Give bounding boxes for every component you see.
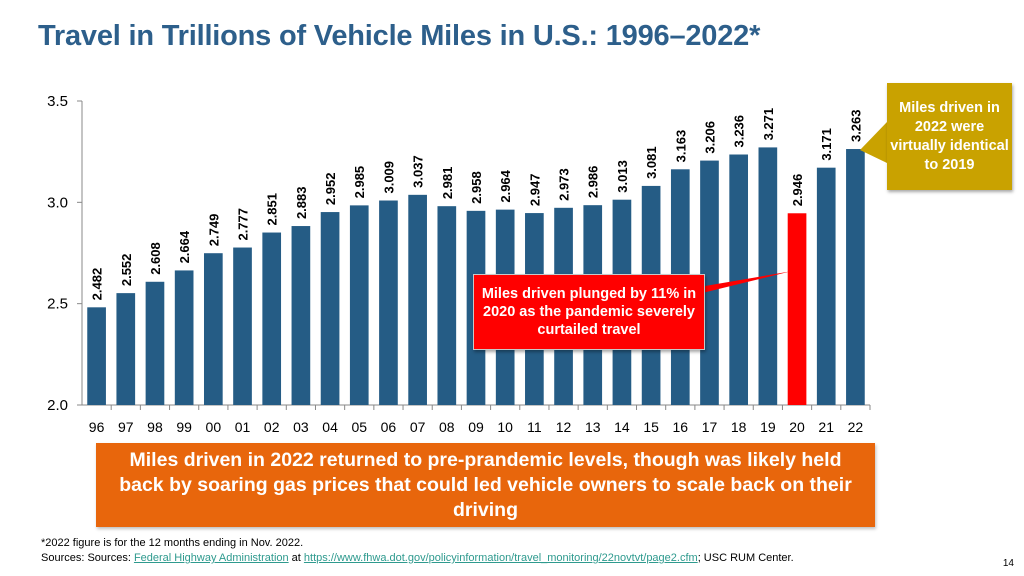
x-tick-label: 08: [439, 419, 455, 435]
data-label: 3.009: [381, 161, 396, 194]
x-tick-label: 99: [176, 419, 192, 435]
bar: [379, 200, 398, 405]
sources-at: at: [288, 552, 304, 564]
x-tick-label: 22: [848, 419, 864, 435]
y-tick-label: 3.5: [47, 93, 68, 110]
bar: [437, 206, 457, 405]
data-label: 2.952: [323, 173, 338, 206]
footnote-note: *2022 figure is for the 12 months ending…: [41, 537, 304, 549]
x-tick-label: 03: [293, 419, 309, 435]
x-tick-label: 07: [410, 419, 426, 435]
x-tick-label: 17: [702, 419, 718, 435]
x-tick-label: 05: [351, 419, 367, 435]
bar: [320, 212, 340, 405]
data-label: 3.263: [848, 109, 863, 142]
data-label: 2.482: [90, 268, 105, 301]
sources-suffix: ; USC RUM Center.: [697, 552, 794, 564]
data-label: 3.206: [702, 121, 717, 154]
summary-banner: Miles driven in 2022 returned to pre-pra…: [96, 443, 875, 527]
bar: [408, 194, 427, 405]
x-tick-label: 06: [381, 419, 397, 435]
x-tick-label: 00: [206, 419, 222, 435]
x-tick-label: 13: [585, 419, 601, 435]
x-tick-label: 18: [731, 419, 747, 435]
data-label: 3.271: [761, 108, 776, 141]
x-tick-label: 19: [760, 419, 776, 435]
bar: [262, 232, 282, 405]
data-label: 2.986: [586, 166, 601, 199]
sources-prefix: Sources: Sources:: [41, 552, 134, 564]
data-label: 3.171: [819, 128, 834, 161]
x-tick-label: 96: [89, 419, 105, 435]
x-tick-label: 01: [235, 419, 251, 435]
footnote: *2022 figure is for the 12 months ending…: [41, 536, 794, 566]
data-label: 3.236: [732, 115, 747, 148]
x-tick-label: 02: [264, 419, 280, 435]
x-tick-label: 20: [789, 419, 805, 435]
bar: [846, 149, 865, 405]
x-tick-label: 15: [643, 419, 659, 435]
data-label: 3.163: [673, 130, 688, 163]
data-label: 2.973: [557, 168, 572, 201]
bar: [233, 247, 252, 405]
data-label: 3.037: [411, 155, 426, 188]
recovery-callout: Miles driven in 2022 were virtually iden…: [887, 83, 1012, 190]
data-label: 2.608: [148, 242, 163, 275]
bar: [291, 226, 311, 405]
bar: [816, 167, 836, 405]
x-tick-label: 98: [147, 419, 163, 435]
bar: [116, 293, 136, 405]
x-tick-label: 21: [818, 419, 834, 435]
x-tick-label: 12: [556, 419, 572, 435]
bar: [787, 213, 807, 405]
bar: [87, 307, 106, 405]
bar: [729, 154, 749, 405]
y-tick-label: 3.0: [47, 194, 68, 211]
data-label: 2.851: [265, 193, 280, 226]
data-label: 2.552: [119, 254, 134, 287]
page-number: 14: [1002, 558, 1014, 569]
data-label: 2.964: [498, 169, 513, 202]
data-label: 3.081: [644, 146, 659, 179]
y-tick-label: 2.5: [47, 296, 68, 313]
x-tick-label: 16: [673, 419, 689, 435]
x-tick-label: 04: [322, 419, 338, 435]
pandemic-callout: Miles driven plunged by 11% in 2020 as t…: [473, 274, 705, 350]
data-label: 2.664: [177, 230, 192, 263]
fhwa-link[interactable]: Federal Highway Administration: [133, 552, 289, 564]
data-label: 2.749: [206, 214, 221, 247]
recovery-callout-pointer: [860, 122, 887, 163]
data-label: 2.946: [790, 174, 805, 207]
fhwa-url-link[interactable]: https://www.fhwa.dot.gov/policyinformati…: [303, 552, 698, 564]
pandemic-callout-pointer: [690, 271, 792, 296]
data-label: 2.883: [294, 186, 309, 219]
chart-title: Travel in Trillions of Vehicle Miles in …: [38, 20, 761, 52]
data-label: 2.981: [440, 167, 455, 200]
x-tick-label: 10: [497, 419, 513, 435]
x-tick-label: 11: [527, 419, 542, 435]
y-tick-label: 2.0: [47, 397, 68, 414]
data-label: 3.013: [615, 160, 630, 193]
bar: [145, 281, 165, 405]
x-tick-label: 14: [614, 419, 630, 435]
bar: [174, 270, 194, 405]
data-label: 2.985: [352, 166, 367, 199]
bar: [349, 205, 369, 405]
data-label: 2.958: [469, 171, 484, 204]
data-label: 2.777: [236, 208, 251, 241]
x-tick-label: 09: [468, 419, 484, 435]
x-tick-label: 97: [118, 419, 134, 435]
data-label: 2.947: [527, 174, 542, 207]
footnote-sources: Sources: Sources: Federal Highway Admini…: [41, 551, 794, 566]
bar: [203, 253, 223, 405]
